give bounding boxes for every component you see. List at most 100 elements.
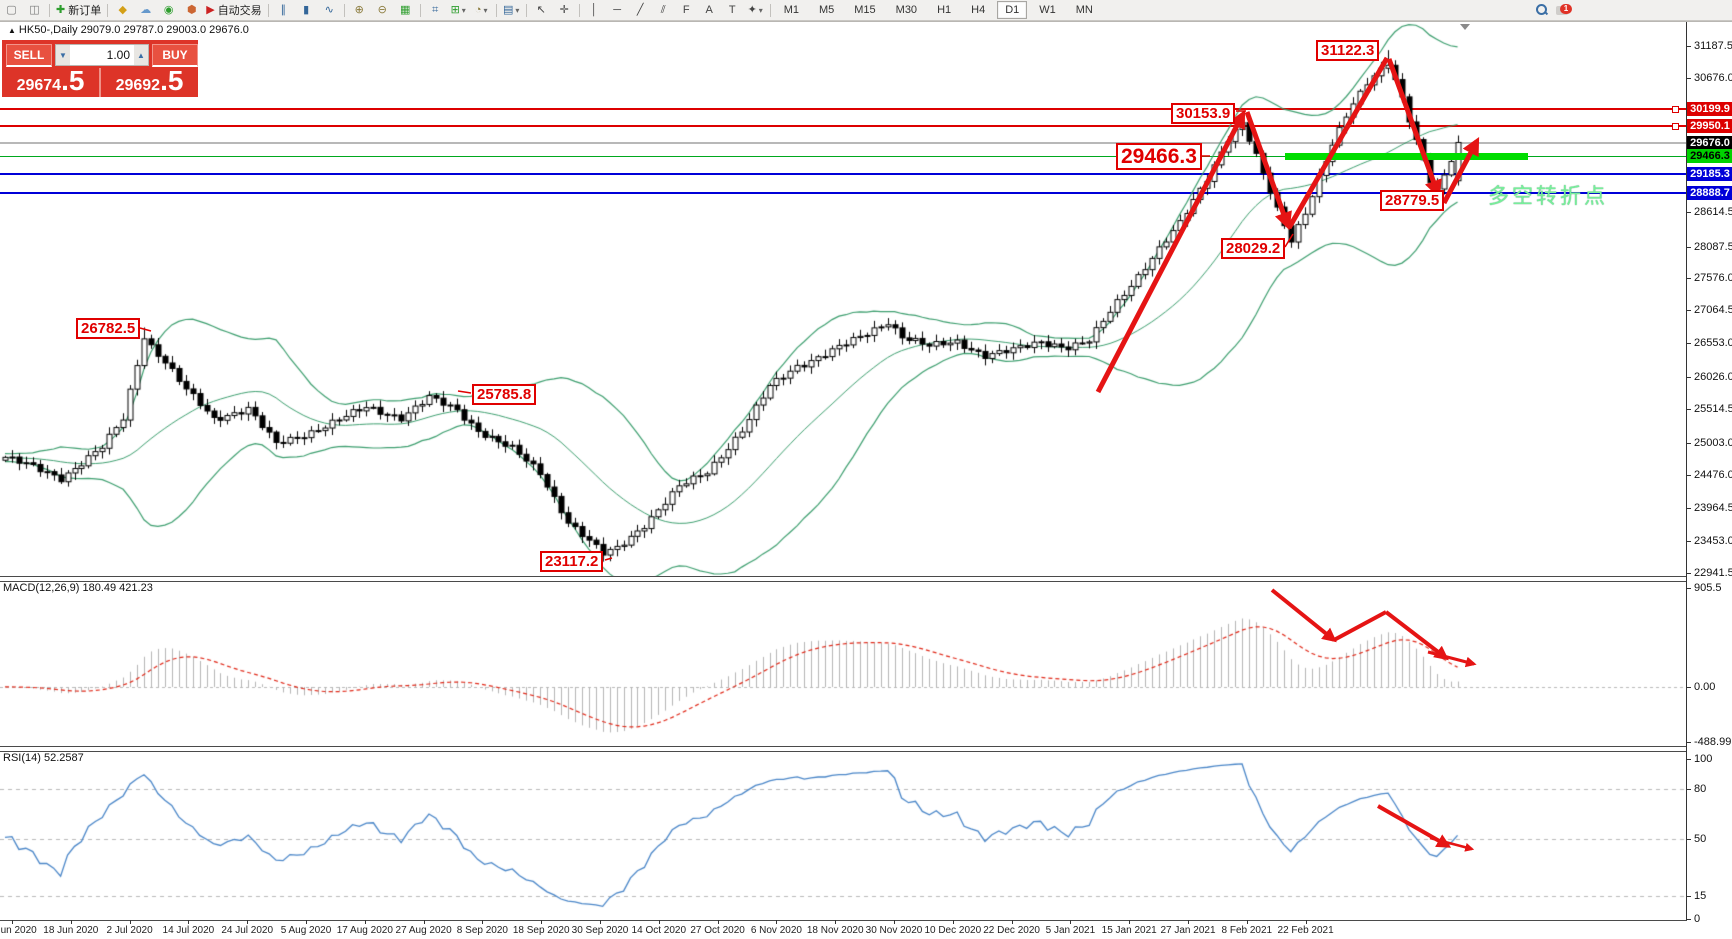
notifications-icon[interactable]: 1 bbox=[1556, 3, 1572, 17]
window-icon[interactable]: ▢ bbox=[6, 3, 17, 16]
price-tick-label: 24476.0 bbox=[1694, 469, 1732, 481]
macd-pane-separator[interactable] bbox=[0, 576, 1687, 582]
price-tick-label: 26553.0 bbox=[1694, 337, 1732, 349]
price-callout-31122.3[interactable]: 31122.3 bbox=[1316, 40, 1380, 61]
search-icon[interactable] bbox=[1536, 4, 1548, 16]
price-callout-28029.2[interactable]: 28029.2 bbox=[1221, 238, 1286, 259]
price-callout-23117.2[interactable]: 23117.2 bbox=[540, 551, 604, 572]
price-tag-29950.1: 29950.1 bbox=[1687, 119, 1732, 133]
tile-windows-icon[interactable]: ▦ bbox=[399, 3, 411, 16]
volume-input[interactable]: 1.00 bbox=[106, 48, 130, 62]
timeframe-button-M1[interactable]: M1 bbox=[783, 4, 799, 16]
volume-decrease-button[interactable]: ▼ bbox=[56, 45, 70, 65]
timeframe-button-D1[interactable]: D1 bbox=[997, 1, 1028, 19]
axis-tick bbox=[1686, 896, 1691, 897]
support-zone-line[interactable] bbox=[1285, 153, 1528, 160]
zoom-out-icon[interactable]: ⊖ bbox=[377, 3, 387, 16]
auto-trading-icon[interactable]: ▶ 自动交易 bbox=[206, 3, 262, 17]
rsi-pane-separator[interactable] bbox=[0, 746, 1687, 752]
axis-tick bbox=[1686, 443, 1691, 444]
volume-increase-button[interactable]: ▲ bbox=[134, 45, 148, 65]
bull-bear-turning-point-note[interactable]: 多空转折点 bbox=[1488, 185, 1608, 208]
channel-icon[interactable]: ⫽ bbox=[660, 3, 666, 16]
line-chart-icon[interactable]: ∿ bbox=[324, 3, 334, 16]
trendline-icon[interactable]: ╱ bbox=[636, 3, 644, 16]
indicators-icon[interactable]: ⌗ bbox=[432, 3, 439, 16]
zoom-in-icon[interactable]: ⊕ bbox=[354, 3, 364, 16]
period-icon[interactable]: ◔ ▾ bbox=[474, 3, 488, 16]
chart-shift-marker[interactable] bbox=[1460, 24, 1470, 30]
rsi-tick-label: 80 bbox=[1694, 783, 1707, 795]
horizontal-line-icon[interactable]: ─ bbox=[613, 3, 622, 16]
axis-tick bbox=[1686, 588, 1691, 589]
fibonacci-icon[interactable]: F bbox=[682, 3, 690, 16]
arrows-icon[interactable]: ✦ ▾ bbox=[747, 3, 763, 16]
axis-tick bbox=[1686, 759, 1691, 760]
axis-tick bbox=[1686, 343, 1691, 344]
dropdown-caret-icon[interactable]: ▾ bbox=[461, 5, 466, 15]
macd-tick-label: 0.00 bbox=[1694, 681, 1716, 693]
date-tick bbox=[1188, 920, 1189, 924]
crosshair-icon[interactable]: ✛ bbox=[559, 3, 569, 16]
dropdown-caret-icon[interactable]: ▾ bbox=[758, 5, 763, 15]
timeframe-button-M5[interactable]: M5 bbox=[818, 4, 835, 16]
market-basket-icon[interactable]: ⬢ bbox=[186, 3, 197, 16]
timeframe-button-H4[interactable]: H4 bbox=[971, 4, 986, 16]
new-order-icon-label: 新订单 bbox=[68, 5, 102, 17]
date-tick bbox=[70, 920, 72, 924]
signals-icon[interactable]: ◉ bbox=[163, 3, 174, 16]
axis-tick bbox=[1686, 46, 1691, 47]
timeframe-button-M30[interactable]: M30 bbox=[895, 4, 918, 16]
label-icon[interactable]: T bbox=[728, 3, 736, 16]
candlestick-icon[interactable]: ▮ bbox=[303, 3, 310, 16]
new-order-icon[interactable]: ✚ 新订单 bbox=[56, 3, 102, 17]
timeframe-button-W1[interactable]: W1 bbox=[1039, 4, 1056, 16]
axis-tick bbox=[1686, 919, 1691, 920]
price-callout-28779.5[interactable]: 28779.5 bbox=[1380, 190, 1445, 211]
timeframe-button-H1[interactable]: H1 bbox=[937, 4, 952, 16]
price-tick-label: 22941.5 bbox=[1694, 567, 1732, 579]
date-tick bbox=[717, 920, 719, 924]
price-callout-26782.5[interactable]: 26782.5 bbox=[76, 318, 141, 339]
date-axis[interactable]: 2 Jun 2020 18 Jun 2020 2 Jul 2020 14 Jul 20… bbox=[0, 920, 1687, 939]
toolbar-separator bbox=[769, 3, 771, 17]
date-label: 24 Jul 2020 bbox=[221, 925, 274, 936]
volume-box: ▼ 1.00 ▲ bbox=[55, 44, 149, 66]
sell-price[interactable]: 29674 .5 bbox=[16, 65, 85, 96]
add-indicator-icon[interactable]: ⊞ ▾ bbox=[450, 3, 466, 16]
toolbar-separator bbox=[525, 3, 527, 17]
toolbar-separator bbox=[419, 3, 421, 17]
price-callout-29466.3[interactable]: 29466.3 bbox=[1116, 143, 1202, 170]
mql-cloud-icon[interactable]: ☁ bbox=[140, 3, 152, 16]
market-watch-icon[interactable]: ◫ bbox=[29, 3, 40, 16]
templates-icon[interactable]: ▤ ▾ bbox=[502, 3, 520, 16]
buy-price[interactable]: 29692 .5 bbox=[115, 65, 184, 96]
price-tag-29185.3: 29185.3 bbox=[1687, 167, 1732, 181]
price-callout-25785.8[interactable]: 25785.8 bbox=[472, 384, 537, 405]
dropdown-caret-icon[interactable]: ▾ bbox=[515, 5, 520, 15]
price-callout-30153.9[interactable]: 30153.9 bbox=[1171, 103, 1236, 124]
timeframe-button-M15[interactable]: M15 bbox=[854, 4, 876, 16]
date-tick bbox=[1246, 920, 1248, 924]
timeframe-button-MN[interactable]: MN bbox=[1075, 4, 1093, 16]
auto-trading-icon-label: 自动交易 bbox=[217, 5, 262, 17]
bar-chart-icon[interactable]: ∥ bbox=[280, 3, 286, 16]
date-label: 18 Jun 2020 bbox=[43, 925, 99, 936]
vertical-line-icon[interactable]: │ bbox=[590, 3, 598, 16]
price-tick-label: 27064.5 bbox=[1694, 304, 1732, 316]
text-icon[interactable]: A bbox=[705, 3, 713, 16]
sell-button[interactable]: SELL bbox=[6, 43, 52, 67]
price-tick-label: 27576.0 bbox=[1694, 272, 1732, 284]
axis-tick bbox=[1686, 310, 1691, 311]
axis-tick bbox=[1686, 742, 1691, 743]
buy-button[interactable]: BUY bbox=[152, 43, 198, 67]
cursor-icon[interactable]: ↖ bbox=[536, 3, 546, 16]
axis-tick bbox=[1686, 475, 1691, 476]
date-label: 8 Feb 2021 bbox=[1221, 925, 1273, 936]
date-label: 2 Jul 2020 bbox=[106, 925, 153, 936]
eraser-icon[interactable]: ◆ bbox=[118, 3, 127, 16]
dropdown-caret-icon[interactable]: ▾ bbox=[483, 5, 488, 15]
date-label: 2 Jun 2020 bbox=[0, 925, 37, 936]
